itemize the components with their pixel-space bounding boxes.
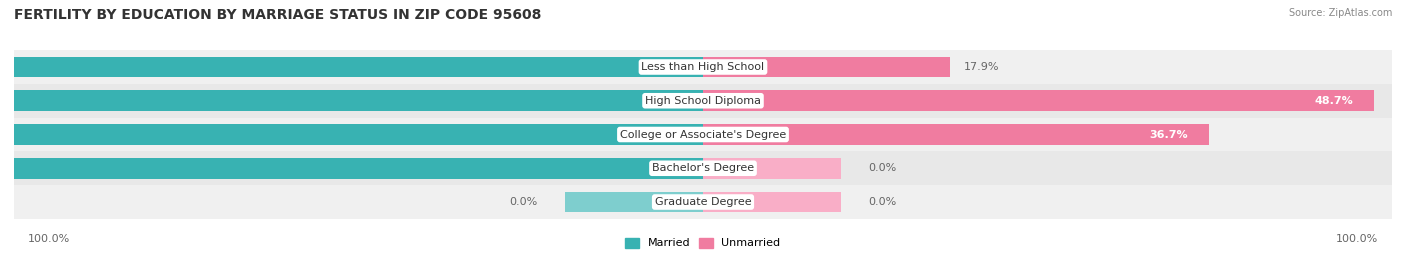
Text: High School Diploma: High School Diploma — [645, 96, 761, 106]
Text: Bachelor's Degree: Bachelor's Degree — [652, 163, 754, 173]
Bar — [0, 124, 703, 145]
Text: Graduate Degree: Graduate Degree — [655, 197, 751, 207]
Bar — [703, 192, 841, 213]
Text: 0.0%: 0.0% — [869, 197, 897, 207]
Text: 36.7%: 36.7% — [1149, 129, 1188, 140]
Text: 48.7%: 48.7% — [1315, 96, 1354, 106]
Bar — [0, 90, 703, 111]
Bar — [703, 90, 1374, 111]
Bar — [0, 158, 703, 179]
Bar — [14, 118, 1392, 151]
Bar — [703, 158, 841, 179]
Text: 100.0%: 100.0% — [28, 234, 70, 244]
Text: 0.0%: 0.0% — [509, 197, 537, 207]
Legend: Married, Unmarried: Married, Unmarried — [621, 233, 785, 253]
Text: Less than High School: Less than High School — [641, 62, 765, 72]
Bar — [14, 50, 1392, 84]
Text: 0.0%: 0.0% — [869, 163, 897, 173]
Text: College or Associate's Degree: College or Associate's Degree — [620, 129, 786, 140]
Bar — [14, 185, 1392, 219]
Text: 100.0%: 100.0% — [1336, 234, 1378, 244]
Bar — [703, 56, 949, 77]
Bar — [0, 56, 703, 77]
Bar — [565, 192, 703, 213]
Bar — [14, 84, 1392, 118]
Bar — [703, 124, 1209, 145]
Text: Source: ZipAtlas.com: Source: ZipAtlas.com — [1288, 8, 1392, 18]
Text: 17.9%: 17.9% — [963, 62, 998, 72]
Bar — [14, 151, 1392, 185]
Text: FERTILITY BY EDUCATION BY MARRIAGE STATUS IN ZIP CODE 95608: FERTILITY BY EDUCATION BY MARRIAGE STATU… — [14, 8, 541, 22]
